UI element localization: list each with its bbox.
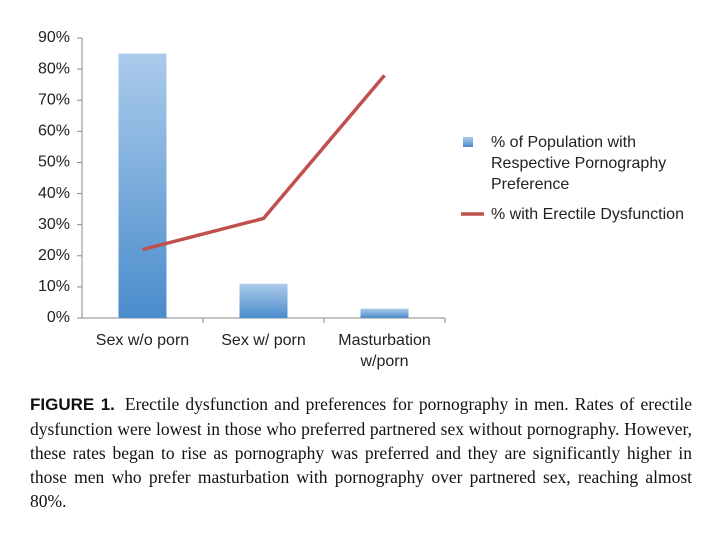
bar [360,308,409,318]
y-tick-label: 50% [38,154,70,171]
x-tick-label-box: Sex w/o porn [95,332,190,349]
legend-label: % with Erectile Dysfunction [491,206,684,223]
y-tick-label: 10% [38,278,70,295]
legend-swatch [463,137,473,147]
legend-label-box: % of Population with Respective Pornogra… [491,134,667,193]
bar [239,283,288,318]
y-tick-label: 0% [47,309,70,326]
bar [118,53,167,319]
y-tick-label: 70% [38,91,70,108]
x-tick-label: Sex w/ porn [221,332,306,349]
y-tick-label: 60% [38,123,70,140]
caption-label: FIGURE 1. [30,395,115,414]
legend-label: % of Population with Respective Pornogra… [491,134,667,193]
line [142,74,386,252]
x-tick-label: Sex w/o porn [95,332,190,349]
caption: FIGURE 1. Erectile dysfunction and prefer… [30,392,692,513]
y-tick-label: 80% [38,60,70,77]
y-tick-label: 90% [38,29,70,46]
x-tick-label-box: Masturbation w/porn [338,332,431,370]
x-tick-label-box: Sex w/ porn [221,332,306,349]
y-tick-label: 20% [38,247,70,264]
legend-label-box: % with Erectile Dysfunction [491,206,684,223]
y-tick-label: 40% [38,185,70,202]
x-tick-label: Masturbation w/porn [338,332,431,370]
chart: 0% 10% 20% 30% 40% 50% 60% 70% 80% 90% Sex w/o por… [38,29,684,370]
caption-text: Erectile dysfunction and preferences for… [30,394,692,511]
y-tick-label: 30% [38,216,70,233]
